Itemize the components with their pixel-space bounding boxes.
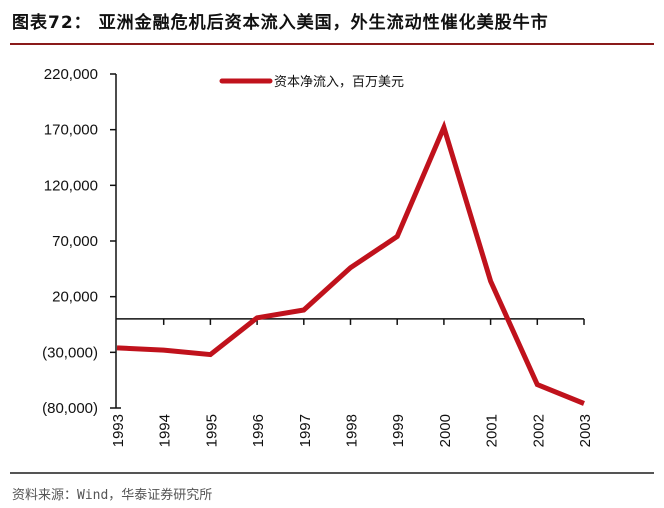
chart-title: 图表72： 亚洲金融危机后资本流入美国，外生流动性催化美股牛市 <box>12 13 549 33</box>
y-tick-label: 20,000 <box>52 289 98 306</box>
y-tick-label: (80,000) <box>42 400 98 417</box>
x-tick-label: 2003 <box>577 414 594 447</box>
series-line <box>116 120 585 406</box>
x-tick-label: 1995 <box>203 414 220 447</box>
source-note: 资料来源：Wind，华泰证券研究所 <box>12 488 213 503</box>
y-tick-label: 170,000 <box>44 122 98 139</box>
title-divider <box>10 43 654 45</box>
y-tick-label: 70,000 <box>52 233 98 250</box>
x-tick-label: 1997 <box>297 414 314 447</box>
source-divider <box>10 472 654 474</box>
x-tick-label: 1999 <box>390 414 407 447</box>
x-axis: 1993 1994 1995 1996 1997 1998 1999 2000 2001 2002… <box>110 318 594 447</box>
x-tick-label: 1994 <box>157 414 174 447</box>
x-tick-label: 1998 <box>344 414 361 447</box>
series-polyline <box>116 120 585 406</box>
x-tick-label: 2002 <box>530 414 547 447</box>
x-tick-label: 2000 <box>437 414 454 447</box>
legend-label: 资本净流入，百万美元 <box>274 75 404 90</box>
y-tick-label: 120,000 <box>44 177 98 194</box>
x-tick-label: 2001 <box>484 414 501 447</box>
y-tick-label: 220,000 <box>44 66 98 83</box>
x-tick-label: 1993 <box>110 414 127 447</box>
x-tick-label: 1996 <box>250 414 267 447</box>
y-axis: 220,000 170,000 120,000 70,000 20,000 (30,000… <box>42 66 117 417</box>
line-chart: 220,000 170,000 120,000 70,000 20,000 (30,000… <box>42 66 594 447</box>
legend: 资本净流入，百万美元 <box>219 75 404 90</box>
y-tick-label: (30,000) <box>42 344 98 361</box>
